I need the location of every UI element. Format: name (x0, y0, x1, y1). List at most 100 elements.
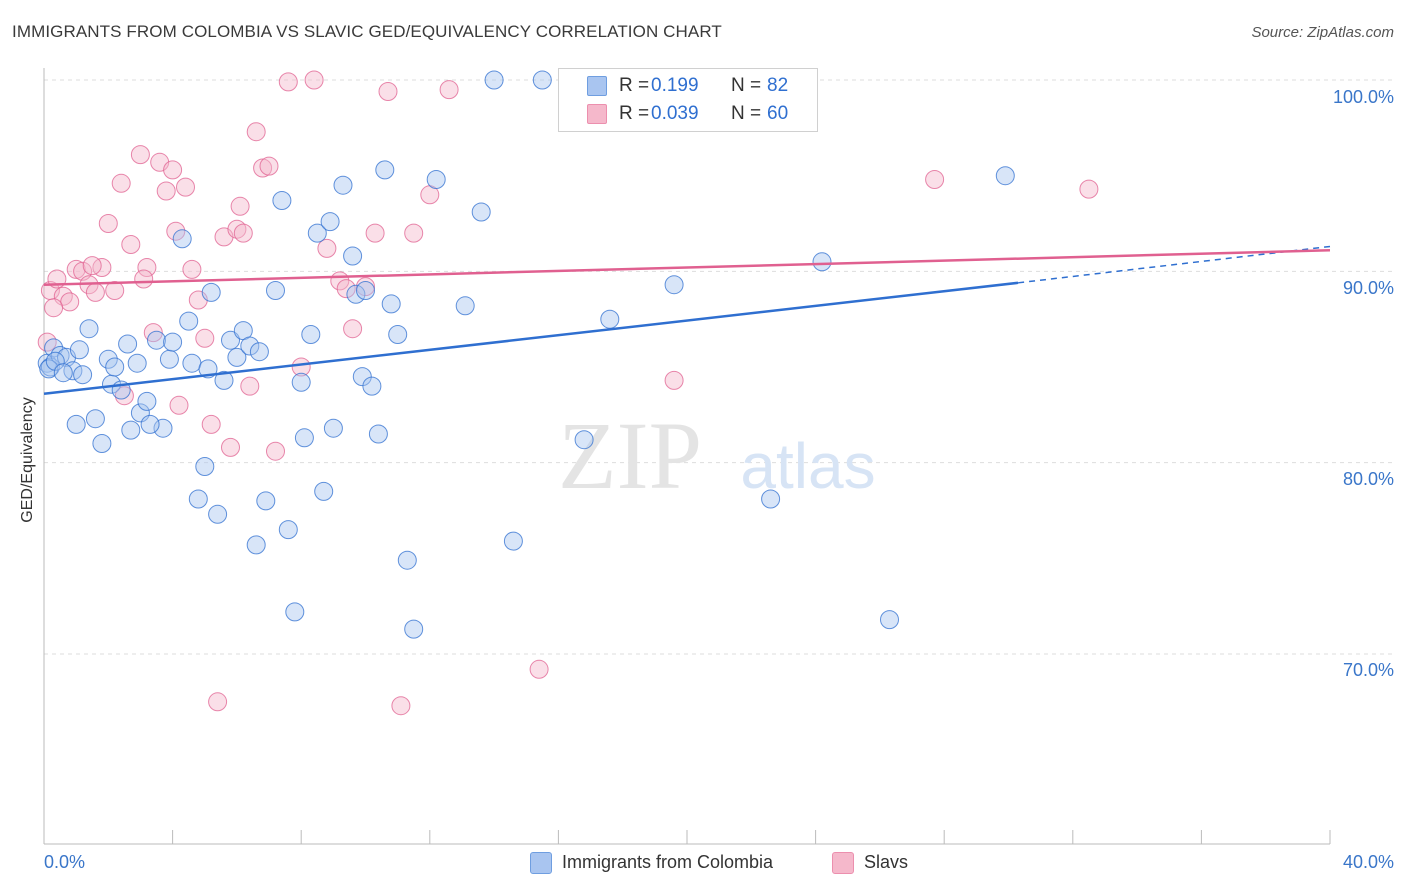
data-point-colombia (240, 336, 260, 356)
data-point-slavs (230, 196, 250, 216)
watermark-atlas: atlas (740, 430, 875, 502)
data-point-slavs (130, 145, 150, 165)
data-point-slavs (82, 256, 102, 276)
data-point-colombia (63, 361, 83, 381)
x-tick-label: 0.0% (44, 852, 86, 872)
data-point-colombia (105, 357, 125, 377)
correlation-legend: R = 0.199 N = 82 R = 0.039 N = 60 (558, 68, 818, 132)
data-point-colombia (246, 535, 266, 555)
data-point-colombia (375, 160, 395, 180)
data-point-colombia (574, 430, 594, 450)
data-point-slavs (391, 696, 411, 716)
data-point-colombia (600, 309, 620, 329)
x-tick-label: 40.0% (1342, 852, 1394, 872)
data-point-colombia (356, 281, 375, 300)
data-point-slavs (163, 160, 183, 180)
legend-r-value: 0.199 (651, 75, 699, 96)
data-point-slavs (439, 80, 459, 100)
data-point-colombia (426, 170, 446, 189)
data-point-colombia (362, 376, 382, 396)
data-point-colombia (346, 284, 366, 304)
data-point-slavs (664, 370, 684, 390)
data-point-colombia (39, 359, 59, 379)
data-point-colombia (227, 347, 247, 367)
data-point-colombia (484, 70, 504, 90)
data-point-colombia (294, 428, 314, 448)
legend-swatch-pink (587, 104, 607, 124)
data-point-colombia (503, 531, 523, 551)
data-point-colombia (221, 330, 240, 350)
data-point-colombia (256, 491, 276, 511)
data-point-colombia (368, 424, 388, 444)
data-point-colombia (404, 619, 424, 639)
data-point-slavs (304, 70, 324, 90)
y-tick-label: 90.0% (1342, 278, 1394, 298)
data-point-colombia (301, 325, 321, 344)
data-point-colombia (73, 365, 93, 385)
data-point-colombia (812, 252, 832, 272)
data-point-slavs (404, 223, 424, 243)
y-tick-label: 70.0% (1342, 660, 1394, 680)
data-point-colombia (532, 70, 552, 90)
data-point-colombia (92, 434, 112, 453)
bottom-legend-label: Immigrants from Colombia (562, 852, 774, 872)
data-point-slavs (233, 223, 253, 243)
data-point-slavs (356, 277, 375, 297)
data-point-colombia (182, 353, 202, 373)
data-point-colombia (291, 372, 311, 392)
data-point-colombia (455, 296, 475, 316)
chart-source: Source: ZipAtlas.com (1251, 24, 1394, 41)
bottom-legend-slavs: Slavs (832, 852, 908, 875)
data-point-slavs (134, 269, 154, 289)
data-point-colombia (159, 349, 179, 369)
data-point-slavs (278, 72, 298, 92)
data-point-slavs (85, 282, 105, 302)
chart-title: IMMIGRANTS FROM COLOMBIA VS SLAVIC GED/E… (12, 22, 722, 41)
data-point-slavs (529, 659, 549, 679)
data-point-slavs (246, 122, 266, 142)
data-point-slavs (195, 328, 215, 348)
data-point-slavs (1079, 179, 1099, 199)
data-point-colombia (201, 282, 221, 302)
data-point-slavs (105, 281, 125, 300)
data-point-slavs (137, 258, 157, 277)
trendline-colombia-extension (1018, 245, 1331, 284)
data-point-slavs (266, 441, 285, 461)
legend-n-value: 60 (767, 103, 789, 124)
data-point-slavs (253, 158, 273, 178)
bottom-legend-swatch-blue (530, 852, 552, 875)
legend-r-label: R = (619, 103, 650, 124)
data-point-slavs (176, 177, 195, 197)
data-point-colombia (121, 420, 141, 440)
series-colombia (37, 70, 1015, 639)
data-point-colombia (397, 550, 417, 570)
data-point-colombia (172, 229, 192, 249)
trendline-colombia (43, 281, 1019, 396)
series-slavs (37, 70, 1099, 716)
data-point-colombia (266, 281, 285, 300)
data-point-colombia (98, 349, 118, 369)
data-point-slavs (92, 258, 112, 277)
data-point-slavs (291, 357, 311, 377)
data-point-slavs (925, 170, 945, 189)
data-point-colombia (118, 334, 138, 354)
data-point-colombia (179, 311, 199, 331)
data-point-colombia (137, 391, 157, 411)
data-point-slavs (378, 82, 398, 101)
data-point-slavs (208, 692, 228, 712)
data-point-colombia (307, 223, 327, 243)
legend-n-value: 82 (767, 75, 789, 96)
data-point-colombia (153, 418, 173, 438)
data-point-colombia (195, 457, 215, 476)
data-point-colombia (127, 353, 147, 373)
data-point-slavs (336, 279, 356, 299)
data-point-colombia (188, 489, 208, 509)
data-point-slavs (201, 414, 221, 434)
data-point-slavs (121, 235, 141, 254)
data-point-colombia (272, 191, 292, 210)
bottom-legend-swatch-pink (832, 852, 854, 875)
trendline-slavs (43, 249, 1331, 286)
data-point-slavs (221, 437, 240, 457)
data-point-slavs (111, 173, 131, 193)
data-point-colombia (79, 319, 99, 339)
